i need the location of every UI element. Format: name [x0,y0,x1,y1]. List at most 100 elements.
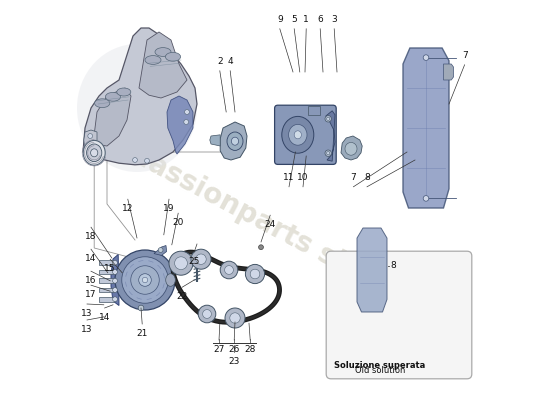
Ellipse shape [220,261,238,279]
Polygon shape [154,246,167,256]
Bar [99,270,114,274]
Ellipse shape [191,249,211,269]
Ellipse shape [113,270,117,274]
Text: 9: 9 [277,15,283,24]
Ellipse shape [83,140,105,165]
Text: 18: 18 [85,232,97,241]
Ellipse shape [282,116,314,153]
Polygon shape [111,254,119,306]
Text: 8: 8 [364,173,370,182]
Text: 7: 7 [350,173,356,182]
Polygon shape [210,135,220,146]
Ellipse shape [115,250,175,310]
Text: 13: 13 [81,309,93,318]
Ellipse shape [185,110,189,114]
Text: 17: 17 [85,290,97,299]
Text: 25: 25 [189,257,200,266]
Ellipse shape [289,124,307,145]
Ellipse shape [91,149,98,157]
Polygon shape [93,88,131,146]
Ellipse shape [133,158,138,162]
Text: 23: 23 [228,357,240,366]
Polygon shape [167,96,193,154]
Ellipse shape [117,88,131,96]
Text: chassionparts since 1: chassionparts since 1 [111,132,423,316]
Ellipse shape [294,131,301,139]
Ellipse shape [158,248,163,252]
Text: 27: 27 [213,345,225,354]
Polygon shape [341,136,362,160]
Ellipse shape [139,274,151,286]
Ellipse shape [245,264,265,284]
Ellipse shape [230,313,240,323]
Ellipse shape [169,251,193,275]
Polygon shape [220,122,247,160]
Ellipse shape [232,137,239,145]
Ellipse shape [145,56,161,64]
Ellipse shape [227,132,243,150]
Polygon shape [139,32,187,98]
Ellipse shape [250,269,260,279]
Ellipse shape [145,158,150,163]
Text: 26: 26 [228,345,240,354]
Text: 11: 11 [283,173,295,182]
Ellipse shape [423,55,429,60]
Text: 24: 24 [265,220,276,229]
Ellipse shape [325,116,332,122]
Text: 21: 21 [136,329,148,338]
Ellipse shape [166,52,180,61]
Ellipse shape [327,152,330,155]
Ellipse shape [198,305,216,323]
Polygon shape [443,64,454,80]
Ellipse shape [106,92,120,101]
Bar [99,288,114,292]
Text: 4: 4 [227,57,233,66]
Ellipse shape [113,288,117,292]
Ellipse shape [202,310,211,318]
Text: 5: 5 [292,15,297,24]
Text: 13: 13 [81,325,93,334]
Text: 14: 14 [99,313,111,322]
Text: 19: 19 [163,204,175,213]
Text: 14: 14 [85,254,97,263]
Text: Old solution: Old solution [355,366,405,375]
Polygon shape [357,228,387,312]
Bar [308,106,320,115]
Ellipse shape [113,297,117,302]
Polygon shape [84,130,97,152]
Text: Soluzione superata: Soluzione superata [334,361,426,370]
Ellipse shape [325,150,332,156]
Ellipse shape [174,257,188,270]
Text: 12: 12 [122,204,134,213]
Bar [99,297,114,302]
Ellipse shape [166,274,175,286]
Ellipse shape [88,134,92,138]
Text: 2: 2 [217,57,223,66]
Text: 22: 22 [177,292,188,301]
Text: 6: 6 [317,15,323,24]
Polygon shape [403,48,449,208]
Text: 28: 28 [245,345,256,354]
Ellipse shape [423,196,429,201]
Ellipse shape [77,44,197,172]
FancyBboxPatch shape [274,105,336,164]
Bar [99,278,114,283]
Ellipse shape [345,142,357,155]
Ellipse shape [196,254,206,264]
Polygon shape [326,111,335,161]
Ellipse shape [122,257,168,303]
Ellipse shape [86,144,102,162]
Ellipse shape [224,266,233,274]
Text: 8: 8 [390,261,397,270]
FancyBboxPatch shape [326,251,472,379]
Ellipse shape [184,120,189,124]
Ellipse shape [138,305,144,311]
Ellipse shape [131,266,160,294]
Bar [99,260,114,265]
Ellipse shape [113,278,117,283]
Text: 20: 20 [173,218,184,227]
Ellipse shape [113,260,117,265]
Ellipse shape [95,99,110,108]
Ellipse shape [258,245,263,250]
Ellipse shape [142,277,148,283]
